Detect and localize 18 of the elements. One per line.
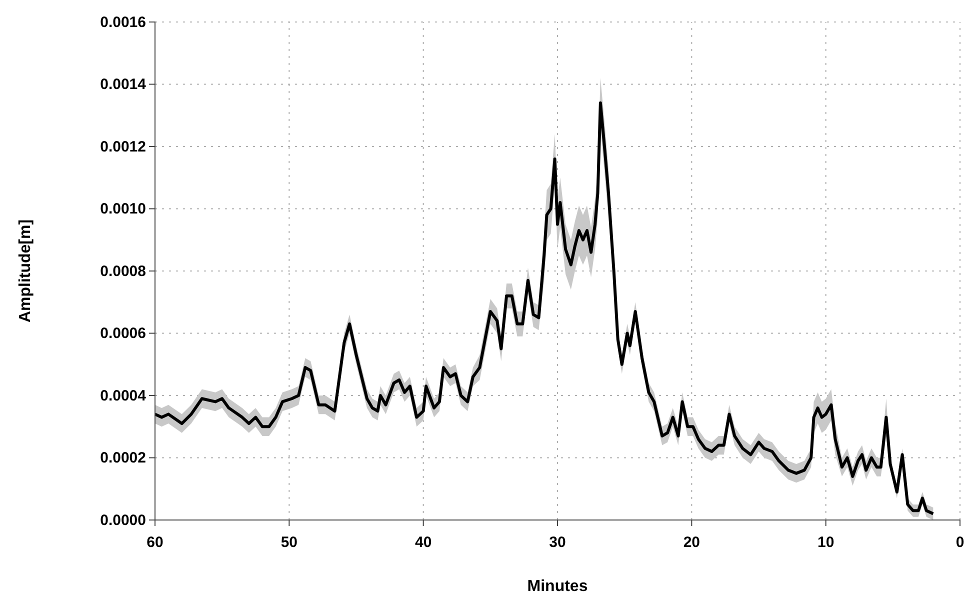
- x-tick-label: 60: [146, 534, 164, 551]
- x-axis-title: Minutes: [527, 578, 588, 595]
- y-tick-label: 0.0004: [100, 387, 147, 404]
- y-tick-label: 0.0000: [100, 512, 146, 529]
- x-tick-label: 20: [683, 534, 700, 551]
- x-tick-label: 10: [817, 534, 834, 551]
- y-tick-label: 0.0002: [100, 450, 146, 467]
- y-axis-title: Amplitude[m]: [17, 219, 34, 323]
- x-tick-label: 0: [956, 534, 964, 551]
- y-tick-label: 0.0012: [100, 138, 146, 156]
- x-tick-label: 40: [414, 534, 432, 551]
- y-tick-label: 0.0016: [100, 14, 146, 31]
- y-tick-label: 0.0014: [100, 76, 147, 94]
- x-tick-label: 50: [280, 534, 298, 551]
- x-tick-label: 30: [549, 534, 566, 551]
- y-tick-label: 0.0010: [100, 200, 146, 218]
- y-tick-label: 0.0008: [100, 262, 146, 280]
- y-tick-label: 0.0006: [100, 325, 146, 342]
